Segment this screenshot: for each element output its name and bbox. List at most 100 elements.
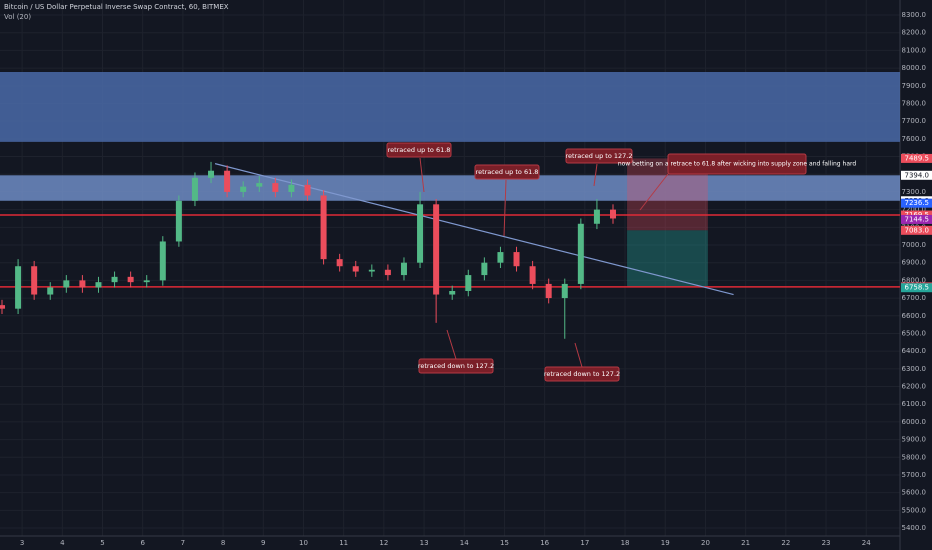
price-label-bg — [901, 198, 932, 208]
candle-body — [15, 266, 22, 309]
x-tick-label: 21 — [741, 539, 750, 547]
candle-body — [127, 276, 134, 283]
candle-body — [79, 280, 86, 288]
annotation: retraced up to 61.8 — [388, 146, 451, 154]
y-tick-label: 6200.0 — [902, 383, 927, 391]
candle-body — [47, 287, 54, 295]
candle-body — [433, 204, 440, 295]
y-tick-label: 5400.0 — [902, 524, 927, 532]
y-tick-label: 5800.0 — [902, 453, 927, 461]
trendline — [214, 163, 734, 296]
x-tick-label: 3 — [20, 539, 24, 547]
price-label: 7144.5 — [905, 215, 930, 223]
x-tick-label: 22 — [781, 539, 790, 547]
candle-body — [465, 275, 472, 291]
candle-body — [95, 282, 102, 288]
y-tick-label: 8200.0 — [902, 29, 927, 37]
annotation: now betting on a retrace to 61.8 after w… — [618, 161, 857, 168]
y-tick-label: 7000.0 — [902, 241, 927, 249]
y-tick-label: 5600.0 — [902, 489, 927, 497]
price-label: 7083.0 — [905, 226, 930, 234]
price-label: 7394.0 — [905, 171, 930, 179]
candle-body — [191, 177, 198, 201]
candle-body — [368, 269, 375, 272]
candle-body — [63, 280, 70, 288]
y-tick-label: 7900.0 — [902, 82, 927, 90]
x-tick-label: 15 — [500, 539, 509, 547]
x-tick-label: 23 — [822, 539, 831, 547]
price-label-bg — [901, 283, 932, 293]
candle-body — [545, 283, 552, 299]
y-tick-label: 6600.0 — [902, 312, 927, 320]
candle-body — [208, 170, 215, 178]
x-tick-label: 16 — [540, 539, 549, 547]
y-tick-label: 5500.0 — [902, 506, 927, 514]
candle-body — [240, 186, 247, 192]
candle-body — [449, 290, 456, 295]
x-tick-label: 13 — [420, 539, 429, 547]
y-tick-label: 7300.0 — [902, 188, 927, 196]
x-tick-label: 11 — [339, 539, 348, 547]
x-tick-label: 4 — [60, 539, 65, 547]
supply-zone — [0, 71, 900, 142]
x-tick-label: 5 — [100, 539, 104, 547]
candle-body — [175, 200, 182, 242]
candle-body — [111, 276, 118, 283]
candle-body — [256, 183, 263, 187]
candle-body — [561, 283, 568, 299]
candle-body — [288, 184, 295, 192]
price-label-bg — [901, 225, 932, 235]
x-tick-label: 18 — [621, 539, 630, 547]
y-tick-label: 6000.0 — [902, 418, 927, 426]
candle-body — [497, 252, 504, 263]
candle-body — [417, 204, 424, 263]
y-tick-label: 6400.0 — [902, 347, 927, 355]
annotation: retraced up to 61.8 — [476, 168, 539, 176]
y-tick-label: 6900.0 — [902, 259, 927, 267]
y-tick-label: 8000.0 — [902, 64, 927, 72]
y-tick-label: 8100.0 — [902, 46, 927, 54]
y-tick-label: 6100.0 — [902, 400, 927, 408]
candle-body — [272, 183, 279, 192]
price-label-bg — [901, 170, 932, 180]
candle-body — [593, 209, 600, 224]
x-tick-label: 24 — [862, 539, 871, 547]
price-label: 7489.5 — [905, 154, 930, 162]
candle-body — [304, 184, 311, 196]
annotations: retraced up to 61.8 retraced up to 61.8 … — [386, 142, 857, 382]
candle-body — [352, 266, 359, 272]
y-tick-label: 7800.0 — [902, 99, 927, 107]
candle-body — [143, 280, 150, 283]
price-label-bg — [901, 153, 932, 163]
x-tick-label: 14 — [460, 539, 469, 547]
y-tick-label: 5700.0 — [902, 471, 927, 479]
annotation: retraced down to 127.2 — [544, 370, 620, 378]
x-tick-label: 7 — [181, 539, 185, 547]
candle-body — [384, 269, 391, 276]
y-tick-label: 6700.0 — [902, 294, 927, 302]
x-tick-label: 10 — [299, 539, 308, 547]
y-tick-label: 8300.0 — [902, 11, 927, 19]
candle-body — [224, 170, 231, 192]
candle-body — [31, 266, 38, 295]
x-tick-label: 19 — [661, 539, 670, 547]
y-tick-label: 7600.0 — [902, 135, 927, 143]
candle-body — [159, 241, 166, 281]
candle-body — [513, 252, 520, 267]
candle-body — [320, 195, 327, 260]
x-tick-label: 6 — [140, 539, 145, 547]
y-tick-label: 7200.0 — [902, 206, 927, 214]
chart-subtitle: Vol (20) — [4, 13, 31, 21]
y-tick-label: 6800.0 — [902, 276, 927, 284]
y-tick-label: 7700.0 — [902, 117, 927, 125]
x-tick-label: 8 — [221, 539, 225, 547]
candle-body — [0, 305, 6, 309]
y-tick-label: 5900.0 — [902, 436, 927, 444]
candle-body — [609, 209, 616, 219]
y-tick-label: 6300.0 — [902, 365, 927, 373]
candle-body — [529, 266, 536, 284]
supply-zone — [0, 175, 900, 201]
price-label-bg — [901, 214, 932, 224]
candle-body — [481, 262, 488, 276]
